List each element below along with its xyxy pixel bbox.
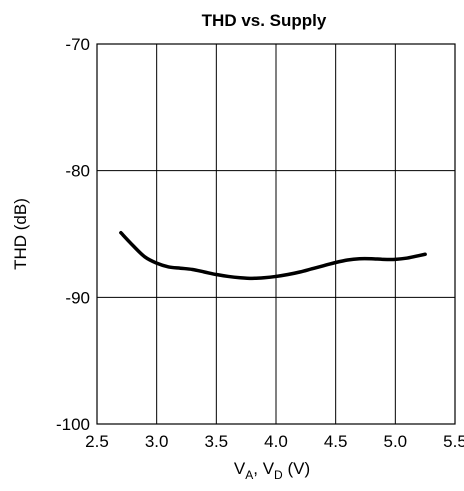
y-axis-label: THD (dB) (11, 198, 30, 270)
vertical-gridlines (156, 44, 396, 424)
y-tick-label: -70 (65, 35, 90, 54)
x-tick-label: 5.5 (443, 432, 464, 451)
series-line-thd (119, 230, 427, 281)
y-tick-label: -100 (56, 415, 90, 434)
x-tick-label: 3.5 (205, 432, 229, 451)
y-axis-ticks: -70 -80 -90 -100 (56, 35, 90, 434)
x-axis-ticks: 2.5 3.0 3.5 4.0 4.5 5.0 5.5 (85, 432, 464, 451)
chart-title: THD vs. Supply (202, 11, 327, 30)
y-tick-label: -90 (65, 288, 90, 307)
x-axis-label: VA, VD (V) (234, 459, 310, 482)
x-tick-label: 5.0 (384, 432, 408, 451)
horizontal-gridlines (97, 170, 455, 298)
x-tick-label: 2.5 (85, 432, 109, 451)
x-tick-label: 3.0 (145, 432, 169, 451)
y-tick-label: -80 (65, 162, 90, 181)
x-tick-label: 4.5 (324, 432, 348, 451)
plot-area-frame (96, 43, 456, 425)
x-tick-label: 4.0 (264, 432, 288, 451)
